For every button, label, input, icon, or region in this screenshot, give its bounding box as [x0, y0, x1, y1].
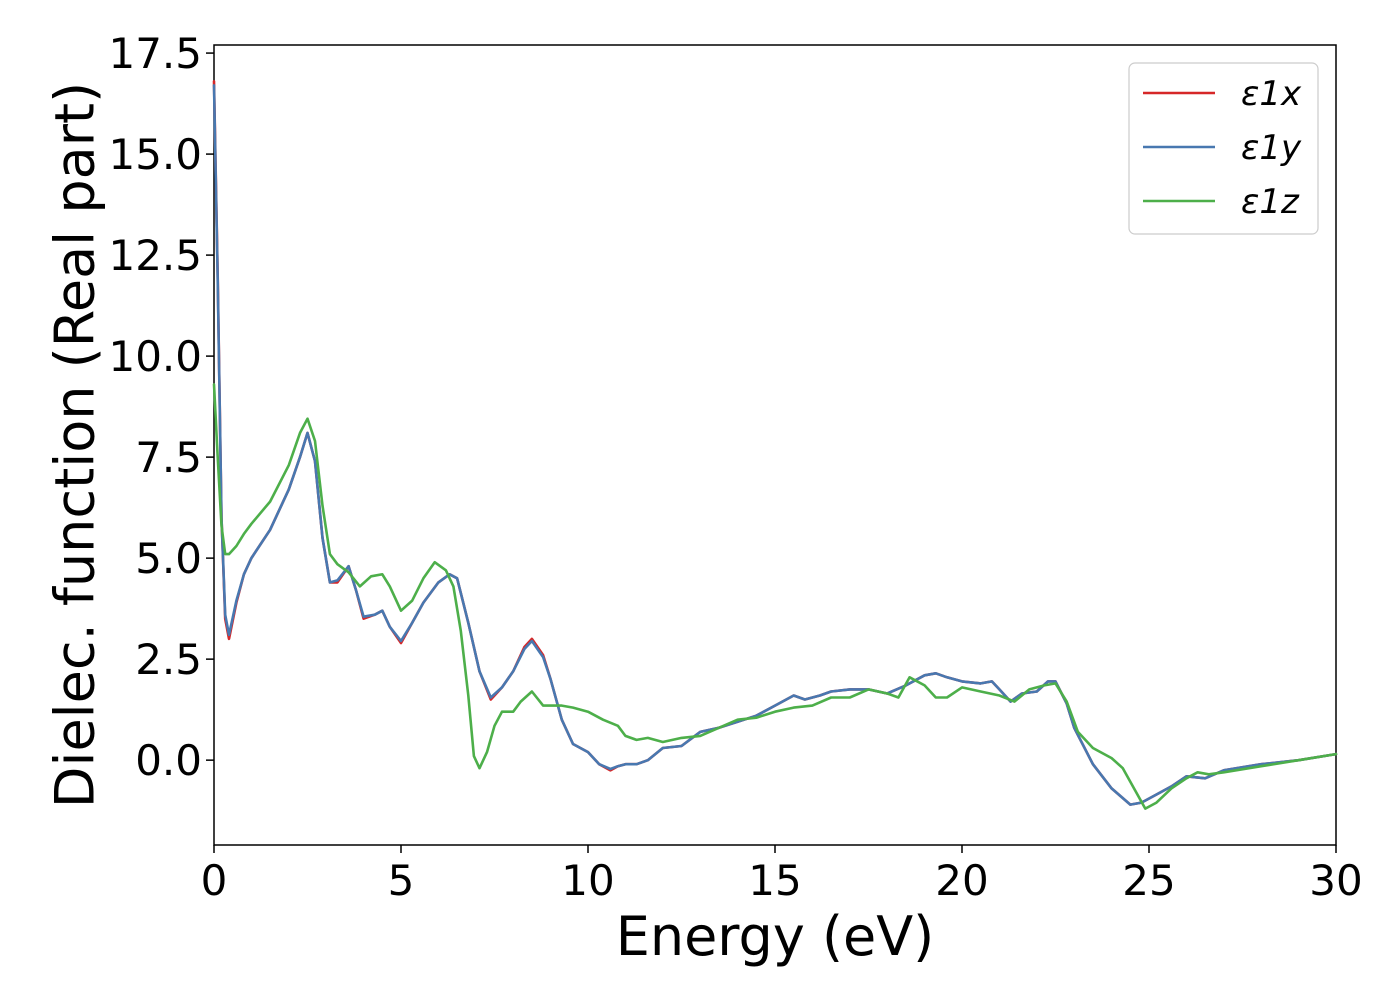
legend: ε1x ε1y ε1z [1128, 62, 1319, 235]
x-tick-label: 5 [388, 856, 415, 905]
series-line-3 [212, 383, 1338, 810]
y-tick-label: 12.5 [108, 231, 202, 280]
y-tick-label: 10.0 [108, 332, 202, 381]
x-tick-label: 15 [748, 856, 801, 905]
x-tick-label: 30 [1309, 856, 1362, 905]
series-line-2 [212, 84, 1338, 806]
legend-label-1: ε1x [1241, 74, 1302, 114]
x-axis-ticks: 0 5 10 15 20 25 30 [201, 845, 1363, 905]
y-tick-label: 5.0 [135, 534, 202, 583]
x-tick-label: 0 [201, 856, 228, 905]
series-layer [212, 80, 1338, 810]
y-tick-label: 0.0 [135, 736, 202, 785]
y-axis-label: Dielec. function (Real part) [44, 82, 107, 808]
legend-label-3: ε1z [1241, 182, 1300, 222]
y-tick-label: 15.0 [108, 130, 202, 179]
x-tick-label: 25 [1122, 856, 1175, 905]
x-axis-label: Energy (eV) [616, 905, 935, 968]
legend-box [1128, 62, 1319, 235]
x-tick-label: 20 [935, 856, 988, 905]
legend-label-2: ε1y [1241, 128, 1302, 168]
y-axis-ticks: 0.0 2.5 5.0 7.5 10.0 12.5 15.0 17.5 [108, 29, 214, 785]
y-tick-label: 7.5 [135, 433, 202, 482]
x-tick-label: 10 [561, 856, 614, 905]
y-tick-label: 2.5 [135, 635, 202, 684]
y-tick-label: 17.5 [108, 29, 202, 78]
